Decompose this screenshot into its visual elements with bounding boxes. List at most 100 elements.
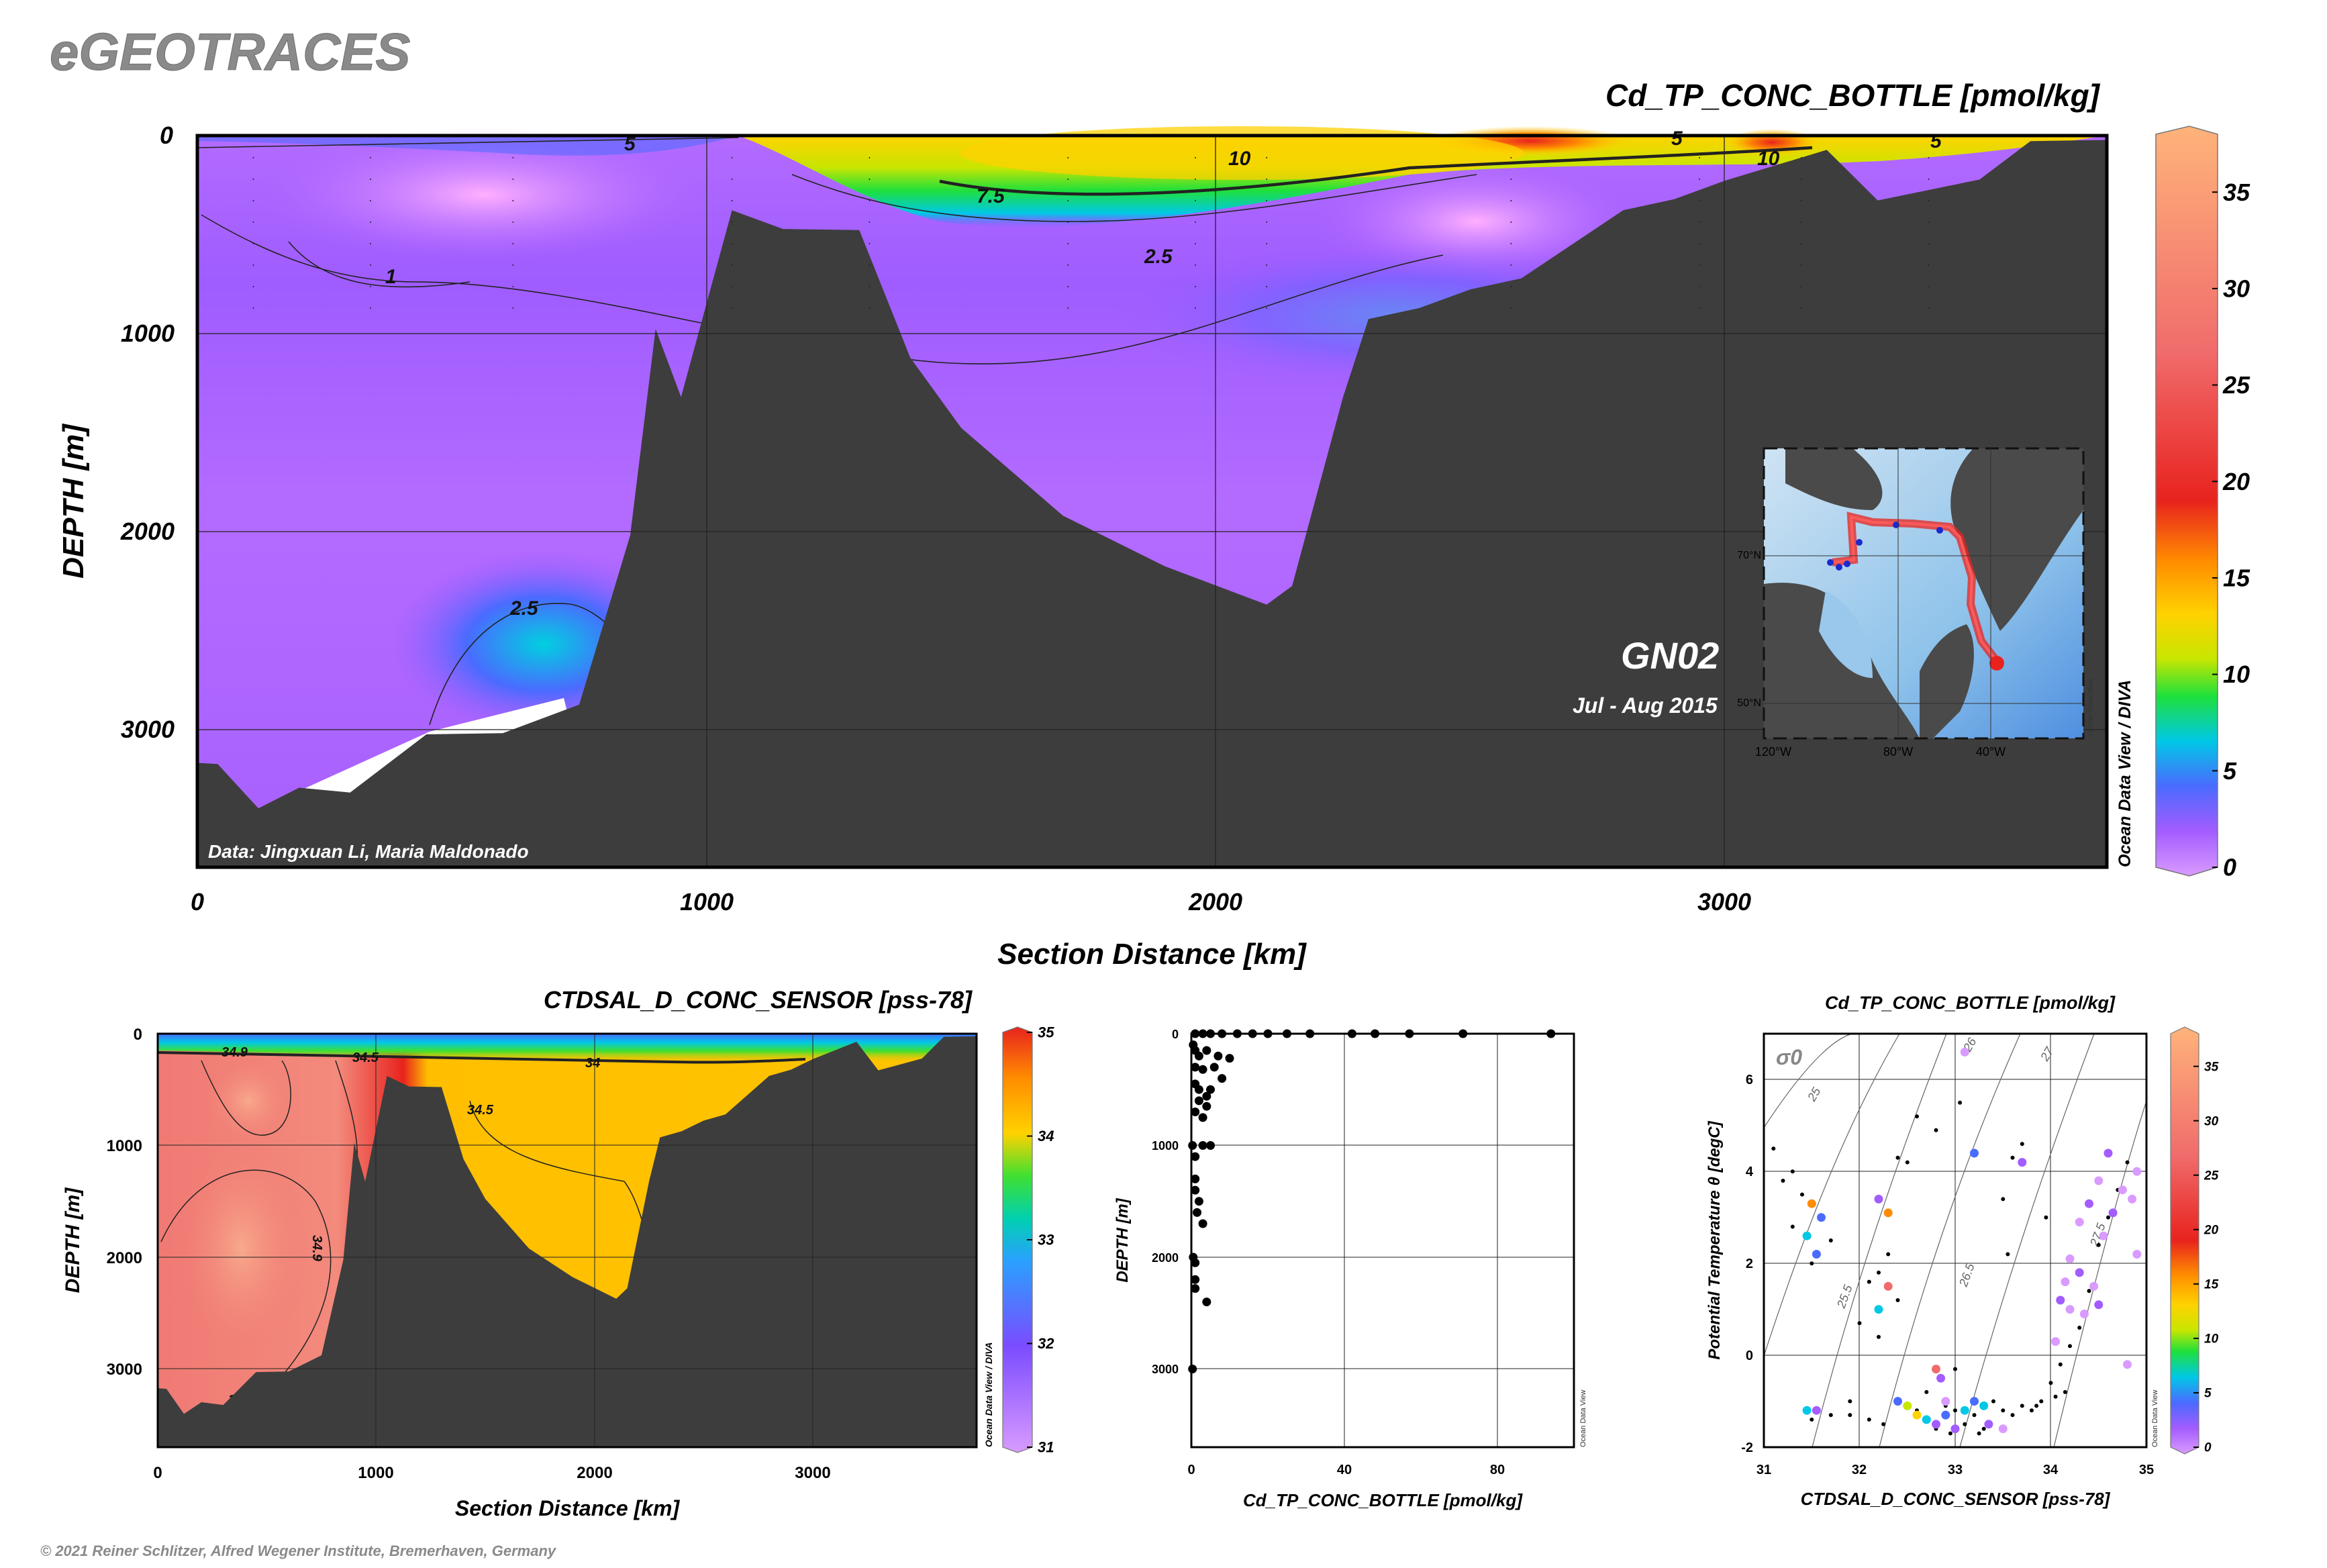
ts-point	[1812, 1250, 1821, 1259]
main-contour-labels: 5 10 7.5 2.5 1 2.5 10 5 5	[385, 128, 1942, 620]
ts-point	[2123, 1360, 2132, 1369]
ts-point	[1979, 1401, 1989, 1410]
ts-point	[2018, 1158, 2027, 1167]
ts-point	[1802, 1406, 1812, 1415]
x-tick-label: 31	[1756, 1463, 1771, 1477]
main-y-ticks: 0 1000 2000 3000	[120, 121, 175, 743]
ts-small-point	[2044, 1215, 2048, 1220]
profile-point	[1194, 1096, 1203, 1106]
ts-point	[1903, 1401, 1912, 1410]
sal-contour-label: 34.5	[352, 1050, 379, 1065]
colorbar-tick-label: 5	[2223, 757, 2237, 785]
ts-small-point	[2001, 1408, 2006, 1413]
x-tick-label: 3000	[795, 1464, 830, 1482]
ts-small-point	[2020, 1404, 2024, 1408]
sal-y-ticks: 0 1000 2000 3000	[107, 1026, 142, 1379]
ts-point	[2079, 1310, 2089, 1318]
y-tick-label: 2000	[120, 518, 175, 545]
ts-small-point	[1877, 1270, 1881, 1275]
colorbar-tick-label: 30	[2204, 1114, 2219, 1128]
ts-point	[1970, 1397, 1979, 1406]
ts-point	[1874, 1194, 1883, 1204]
ts-small-point	[1915, 1114, 1919, 1119]
colorbar-tick-label: 35	[1038, 1024, 1054, 1041]
ts-point	[2051, 1337, 2061, 1346]
ts-small-point	[1781, 1179, 1785, 1183]
colorbar-tick-label: 15	[2223, 565, 2250, 592]
ts-point	[1932, 1365, 1940, 1374]
ts-x-axis-label: CTDSAL_D_CONC_SENSOR [pss-78]	[1801, 1489, 2111, 1509]
ts-small-point	[2048, 1381, 2053, 1385]
ts-point	[1941, 1410, 1950, 1420]
sal-contour-label: 34.5	[467, 1103, 494, 1118]
ts-small-point	[1895, 1155, 1900, 1160]
main-y-axis-label: DEPTH [m]	[57, 424, 90, 579]
colorbar-tick-label: 5	[2204, 1387, 2212, 1401]
sal-colorbar-side-label: Ocean Data View / DIVA	[983, 1342, 994, 1447]
profile-point	[1214, 1051, 1223, 1061]
inset-map-labrador	[1920, 624, 1974, 738]
colorbar-tick-label: 30	[2223, 275, 2250, 302]
contour-label: 10	[1228, 148, 1251, 170]
ts-point	[2061, 1277, 2070, 1287]
ts-colorbar-ticks: 0 5 10 15 20 25 30 35	[2193, 1060, 2219, 1455]
ts-small-point	[1848, 1399, 1852, 1404]
inset-lat-label: 50°N	[1737, 697, 1761, 709]
brand-title: eGEOTRACES	[50, 22, 410, 81]
ts-small-point	[1981, 1426, 1986, 1431]
ts-small-point	[2087, 1289, 2091, 1293]
ts-point	[2132, 1250, 2142, 1259]
profile-plot-frame	[1190, 1032, 1575, 1449]
y-tick-label: 2	[1746, 1257, 1753, 1271]
profile-x-ticks: 0 40 80	[1187, 1463, 1505, 1477]
ts-point	[2094, 1300, 2103, 1310]
sal-high-zone-2	[175, 1134, 309, 1363]
profile-point	[1198, 1065, 1207, 1074]
ts-small-point	[2053, 1394, 2058, 1399]
sal-seafloor	[158, 1036, 977, 1447]
ts-small-point	[2001, 1197, 2006, 1202]
colorbar-tick-label: 25	[2204, 1169, 2219, 1183]
profile-side-label: Ocean Data View	[1579, 1390, 1587, 1447]
profile-point	[1206, 1085, 1215, 1094]
ts-point	[2075, 1218, 2084, 1227]
contour-label: 7.5	[977, 185, 1005, 207]
profile-point	[1198, 1113, 1207, 1122]
sal-x-axis-label: Section Distance [km]	[455, 1496, 681, 1520]
ts-small-point	[1867, 1279, 1871, 1284]
ts-small-point	[1828, 1238, 1833, 1242]
ts-point	[1817, 1213, 1826, 1222]
colorbar-tick-label: 35	[2204, 1060, 2219, 1074]
sal-high-zone-1	[201, 1054, 295, 1148]
inset-lon-label: 120°W	[1755, 745, 1791, 758]
profile-point	[1206, 1141, 1215, 1150]
x-tick-label: 40	[1337, 1463, 1352, 1477]
ts-small-point	[1828, 1413, 1833, 1418]
ts-small-point	[1958, 1100, 1963, 1105]
ts-small-points	[1771, 1100, 2130, 1436]
ts-small-point	[1963, 1422, 1967, 1426]
y-tick-label: 3000	[121, 716, 175, 743]
y-tick-label: -2	[1741, 1440, 1753, 1455]
ts-small-point	[2010, 1413, 2015, 1418]
profile-point	[1193, 1208, 1201, 1217]
x-tick-label: 2000	[577, 1464, 612, 1482]
ts-small-point	[2068, 1344, 2072, 1349]
profile-point	[1191, 1275, 1200, 1284]
ts-small-point	[2125, 1160, 2130, 1165]
sal-x-ticks: 0 1000 2000 3000	[153, 1464, 830, 1482]
ts-colored-points	[1802, 1047, 2142, 1434]
profile-point	[1191, 1152, 1200, 1161]
ts-small-point	[2063, 1389, 2067, 1394]
ts-small-point	[1977, 1431, 1981, 1436]
sal-contour-label: 34	[585, 1056, 600, 1071]
inset-side-label: Ocean Data View	[2087, 679, 2095, 736]
ts-small-point	[1771, 1146, 1776, 1151]
x-tick-label: 0	[1187, 1463, 1195, 1477]
ts-point	[1802, 1231, 1812, 1240]
sal-gridlines	[158, 1034, 977, 1447]
main-colorbar	[2155, 126, 2218, 877]
main-chart-title: Cd_TP_CONC_BOTTLE [pmol/kg]	[1605, 78, 2101, 113]
main-data-credit: Data: Jingxuan Li, Maria Maldonado	[208, 841, 529, 862]
ts-point	[2099, 1231, 2108, 1240]
